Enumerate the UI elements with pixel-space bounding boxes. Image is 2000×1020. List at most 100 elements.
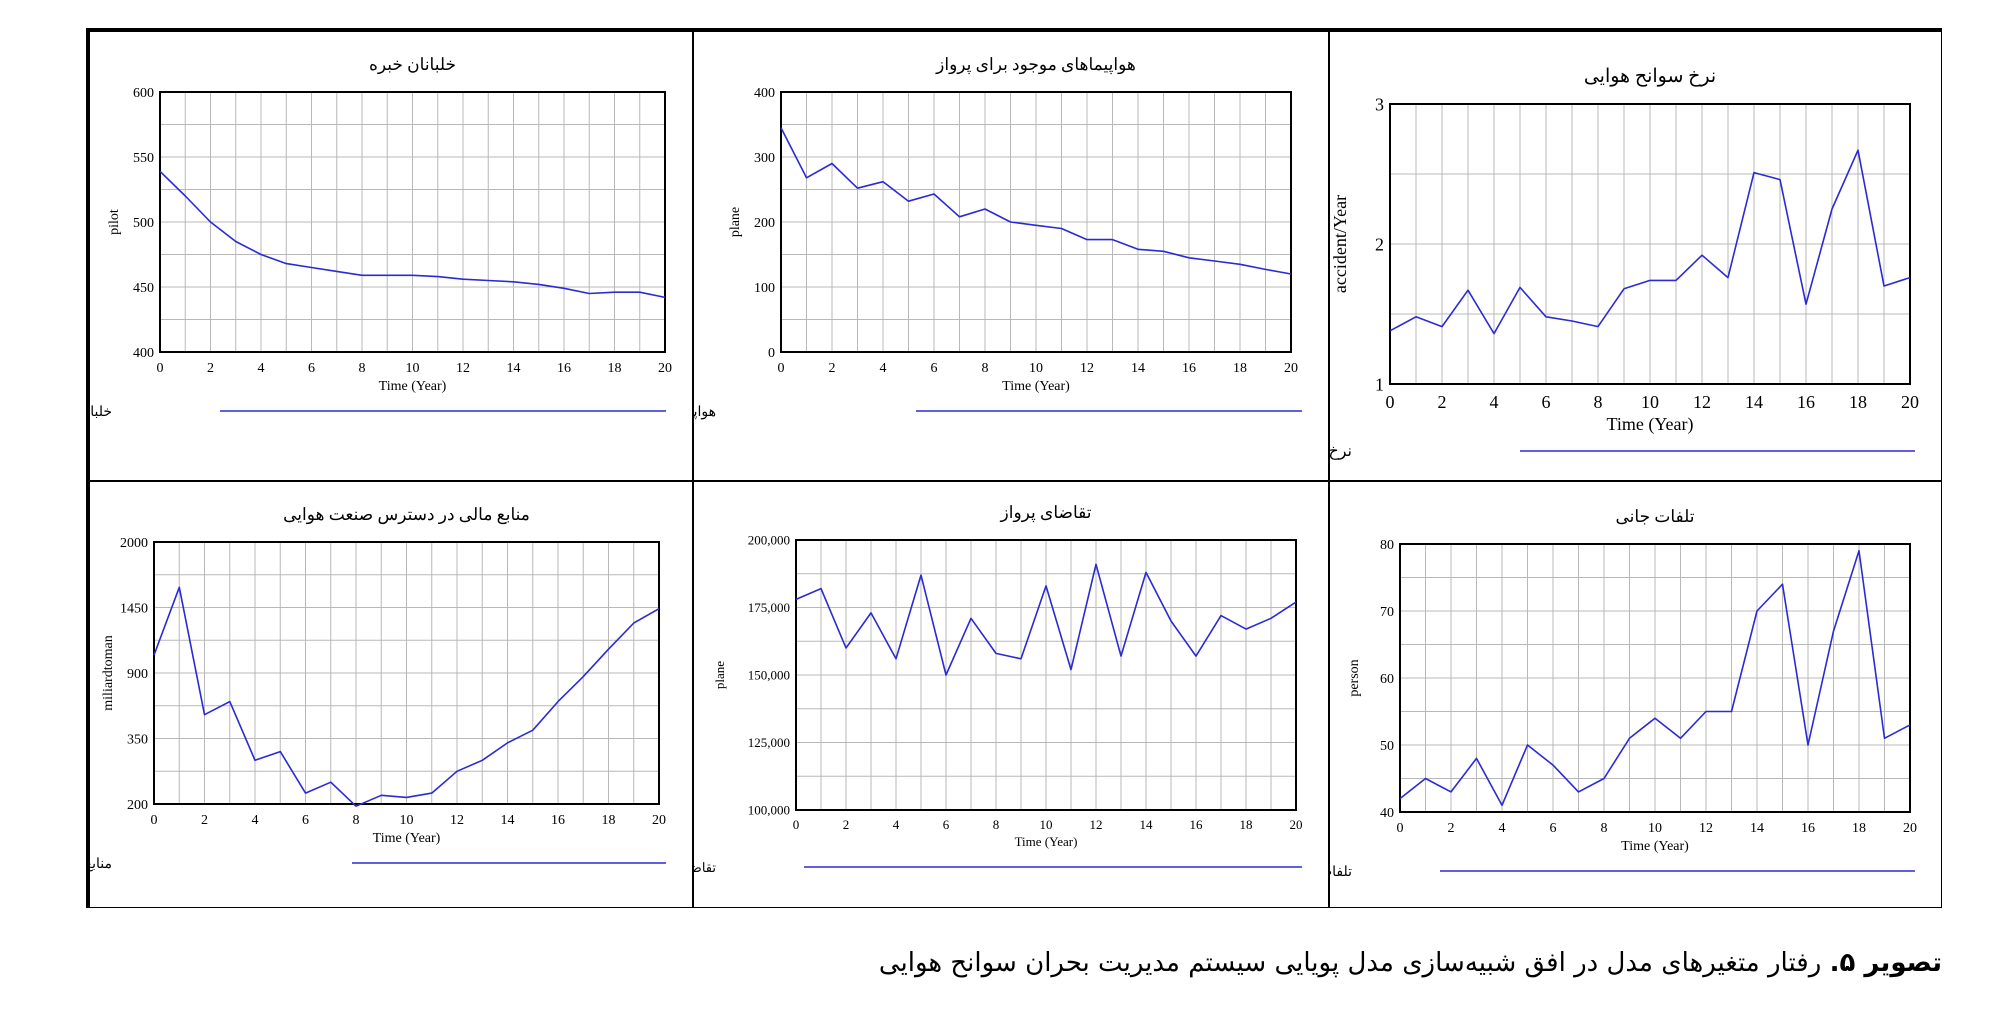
y-tick-label: 100,000 xyxy=(748,803,790,818)
chart-svg-flight_demand: تقاضای پرواز 0 2 4 6 8 10 12 14 16 18 20 100,000 125,… xyxy=(694,503,1303,876)
caption-number: تصویر ۵. xyxy=(1829,948,1942,978)
y-axis-label: plane xyxy=(712,661,727,689)
y-tick-label: 600 xyxy=(133,86,154,101)
y-tick-label: 200 xyxy=(127,798,148,813)
x-tick-label: 10 xyxy=(1648,821,1662,836)
x-tick-label: 8 xyxy=(982,361,989,376)
chart-title: تقاضای پرواز xyxy=(1000,503,1092,523)
x-tick-label: 4 xyxy=(1490,392,1499,412)
x-tick-label: 0 xyxy=(151,813,158,828)
y-tick-label: 400 xyxy=(754,86,775,101)
series-line xyxy=(153,586,660,808)
figure-caption: تصویر ۵. رفتار متغیرهای مدل در افق شبیه‌… xyxy=(879,948,1942,978)
y-tick-label: 50 xyxy=(1380,739,1394,754)
x-axis-label: Time (Year) xyxy=(373,831,441,846)
series-line xyxy=(1399,549,1911,807)
x-tick-label: 14 xyxy=(501,813,515,828)
x-tick-label: 6 xyxy=(308,361,315,376)
plot-frame xyxy=(153,541,660,805)
x-tick-label: 0 xyxy=(1386,392,1395,412)
y-tick-label: 70 xyxy=(1380,605,1394,620)
x-tick-label: 14 xyxy=(1131,361,1145,376)
chart-svg-pilots: خلبانان خبره 0 2 4 6 8 10 12 14 16 18 20 400 450 500 55… xyxy=(90,55,672,420)
plot-frame xyxy=(1399,543,1911,813)
x-tick-label: 18 xyxy=(602,813,616,828)
y-tick-label: 450 xyxy=(133,281,154,296)
y-tick-label: 550 xyxy=(133,151,154,166)
y-axis-label: miliardtoman xyxy=(101,635,116,710)
x-tick-label: 4 xyxy=(252,813,259,828)
y-axis-label: accident/Year xyxy=(1330,195,1350,293)
y-axis-label: plane xyxy=(728,207,743,237)
plot-frame xyxy=(780,91,1292,353)
chart-panel-flight_demand: تقاضای پرواز 0 2 4 6 8 10 12 14 16 18 20 100,000 125,… xyxy=(693,481,1329,908)
y-axis-label: person xyxy=(1347,659,1362,696)
chart-panel-pilots: خلبانان خبره 0 2 4 6 8 10 12 14 16 18 20 400 450 500 55… xyxy=(89,31,693,481)
legend-label: تلفات جانی : Base xyxy=(1330,865,1352,880)
x-tick-label: 8 xyxy=(993,817,1000,832)
chart-panel-planes: هواپیماهای موجود برای پرواز 0 2 4 6 8 10 12 14 16… xyxy=(693,31,1329,481)
x-tick-label: 2 xyxy=(1438,392,1447,412)
x-tick-label: 10 xyxy=(1040,817,1053,832)
y-tick-label: 3 xyxy=(1375,94,1384,114)
chart-panel-fatalities: تلفات جانی 0 2 4 6 8 10 12 14 16 18 20 40 50 60 70 80 Tim… xyxy=(1329,481,1942,908)
chart-svg-fatalities: تلفات جانی 0 2 4 6 8 10 12 14 16 18 20 40 50 60 70 80 Tim… xyxy=(1330,507,1917,880)
x-tick-label: 8 xyxy=(1601,821,1608,836)
x-axis-label: Time (Year) xyxy=(1606,414,1693,435)
x-tick-label: 0 xyxy=(793,817,800,832)
x-axis-label: Time (Year) xyxy=(1002,379,1070,394)
x-axis-label: Time (Year) xyxy=(1015,834,1078,849)
gridlines xyxy=(1400,544,1910,812)
x-tick-label: 12 xyxy=(456,361,470,376)
y-tick-label: 300 xyxy=(754,151,775,166)
y-tick-label: 2000 xyxy=(120,536,148,551)
x-tick-label: 10 xyxy=(1641,392,1659,412)
legend-label: هواپیماهای موجود برای پرواز : Base xyxy=(694,405,716,420)
x-tick-label: 0 xyxy=(1397,821,1404,836)
chart-grid: خلبانان خبره 0 2 4 6 8 10 12 14 16 18 20 400 450 500 55… xyxy=(86,28,1942,908)
x-tick-label: 6 xyxy=(943,817,950,832)
y-tick-label: 1450 xyxy=(120,601,148,616)
x-tick-label: 2 xyxy=(1448,821,1455,836)
x-tick-label: 8 xyxy=(1594,392,1603,412)
x-tick-label: 16 xyxy=(551,813,565,828)
plot-frame xyxy=(1389,103,1911,385)
caption-text: رفتار متغیرهای مدل در افق شبیه‌سازی مدل … xyxy=(878,948,1830,978)
x-tick-label: 12 xyxy=(1090,817,1103,832)
y-tick-label: 350 xyxy=(127,732,148,747)
legend-label: نرخ سوانح هوایی : Base xyxy=(1330,443,1352,460)
x-tick-label: 2 xyxy=(201,813,208,828)
y-tick-label: 150,000 xyxy=(748,668,790,683)
chart-panel-accident_rate: نرخ سوانح هوایی 0 2 4 6 8 10 12 14 16 18 20 1 2 3 Time … xyxy=(1329,31,1942,481)
x-tick-label: 20 xyxy=(1903,821,1917,836)
x-tick-label: 20 xyxy=(658,361,672,376)
chart-title: نرخ سوانح هوایی xyxy=(1584,66,1716,87)
x-tick-label: 2 xyxy=(207,361,214,376)
y-tick-label: 60 xyxy=(1380,672,1394,687)
chart-title: تلفات جانی xyxy=(1616,507,1695,526)
series-line xyxy=(1389,149,1911,335)
x-tick-label: 6 xyxy=(1550,821,1557,836)
x-axis-label: Time (Year) xyxy=(379,379,447,394)
x-tick-label: 16 xyxy=(1801,821,1815,836)
y-tick-label: 2 xyxy=(1375,234,1384,254)
x-tick-label: 4 xyxy=(258,361,265,376)
plot-frame xyxy=(795,539,1297,811)
x-tick-label: 14 xyxy=(1140,817,1154,832)
x-tick-label: 4 xyxy=(893,817,900,832)
x-tick-label: 6 xyxy=(302,813,309,828)
x-tick-label: 16 xyxy=(1190,817,1204,832)
x-tick-label: 14 xyxy=(1750,821,1764,836)
chart-title: هواپیماهای موجود برای پرواز xyxy=(935,55,1136,75)
y-tick-label: 200 xyxy=(754,216,775,231)
x-tick-label: 14 xyxy=(1745,392,1763,412)
x-tick-label: 4 xyxy=(880,361,887,376)
y-tick-label: 500 xyxy=(133,216,154,231)
x-tick-label: 20 xyxy=(1290,817,1303,832)
legend-label: منابع مالی در دسترس صنعت هوایی : Base xyxy=(90,857,112,872)
x-tick-label: 20 xyxy=(1901,392,1919,412)
y-tick-label: 100 xyxy=(754,281,775,296)
x-tick-label: 6 xyxy=(931,361,938,376)
x-axis-label: Time (Year) xyxy=(1621,839,1689,854)
